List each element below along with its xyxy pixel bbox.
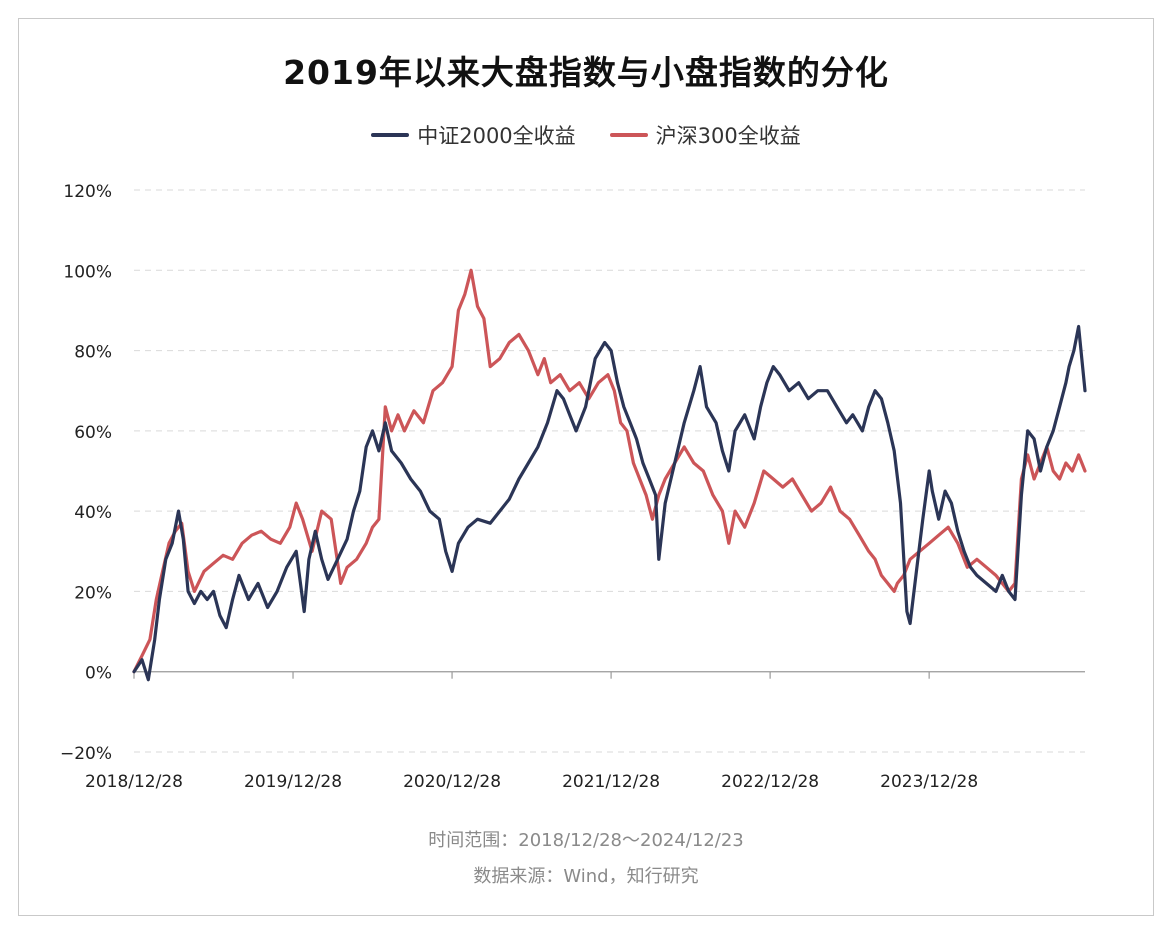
chart-legend: 中证2000全收益 沪深300全收益 [0, 120, 1172, 150]
chart-title: 2019年以来大盘指数与小盘指数的分化 [283, 53, 889, 92]
legend-swatch-series-2 [609, 133, 648, 137]
source-time-range: 时间范围：2018/12/28～2024/12/23 [428, 830, 744, 851]
x-tick-label: 2023/12/28 [880, 772, 978, 792]
x-tick-label: 2020/12/28 [403, 772, 501, 792]
x-tick-label: 2018/12/28 [85, 772, 183, 792]
x-tick-label: 2022/12/28 [721, 772, 819, 792]
y-tick-label: 0% [85, 664, 112, 684]
y-tick-label: −20% [60, 744, 112, 764]
legend-swatch-series-1 [371, 133, 410, 137]
series-line-1 [132, 324, 1087, 682]
legend-label-series-2: 沪深300全收益 [655, 124, 801, 148]
series-line-2 [132, 268, 1087, 674]
chart-frame [18, 18, 1154, 916]
legend-item-series-2: 沪深300全收益 [609, 120, 801, 150]
y-tick-label: 20% [74, 583, 112, 603]
source-attribution: 数据来源：Wind，知行研究 [473, 866, 699, 887]
x-tick-label: 2021/12/28 [562, 772, 660, 792]
y-tick-label: 100% [63, 262, 112, 282]
legend-item-series-1: 中证2000全收益 [371, 120, 576, 150]
y-tick-label: 60% [74, 423, 112, 443]
x-tick-label: 2019/12/28 [244, 772, 342, 792]
y-tick-label: 120% [63, 182, 112, 202]
y-tick-label: 80% [74, 343, 112, 363]
legend-label-series-1: 中证2000全收益 [417, 124, 576, 148]
y-tick-label: 40% [74, 503, 112, 523]
